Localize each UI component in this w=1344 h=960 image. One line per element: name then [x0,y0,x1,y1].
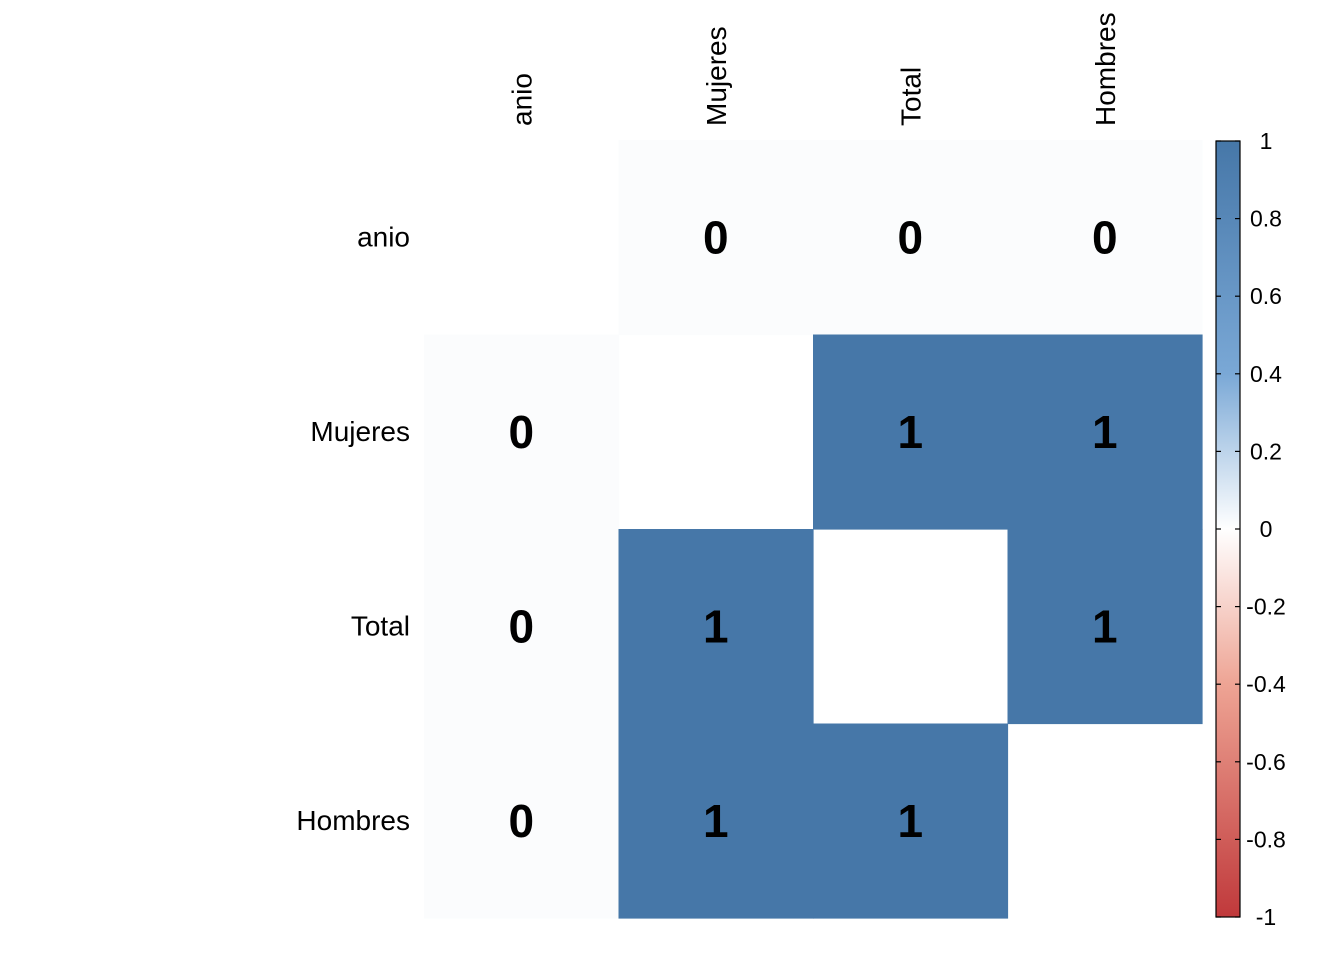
colorbar-tick-label: -1 [1256,904,1276,930]
column-label-anio: anio [506,73,537,126]
heatmap-cell-anio-Total [813,140,1009,336]
cell-value-anio-Total: 0 [897,211,923,263]
heatmap-cell-Total-anio [424,529,620,725]
column-label-Mujeres: Mujeres [701,26,732,126]
colorbar-tick-label: 0.2 [1250,438,1282,464]
colorbar-tick-label: -0.6 [1246,749,1286,775]
row-label-Hombres: Hombres [296,805,410,836]
heatmap-cell-anio-Mujeres [618,140,814,336]
heatmap-cell-values: 0 0 0 0 1 1 0 1 1 0 1 1 [508,211,1117,847]
colorbar-tick-label: -0.4 [1246,671,1286,697]
cell-value-Hombres-anio: 0 [508,795,534,847]
cell-value-Total-Mujeres: 1 [703,600,729,652]
heatmap-cell-Mujeres-Hombres [1007,334,1203,530]
heatmap-cell-Hombres-anio [424,723,620,919]
cell-value-anio-Mujeres: 0 [703,211,729,263]
cell-value-Mujeres-Hombres: 1 [1092,406,1118,458]
colorbar-tick-label: 0.8 [1250,206,1282,232]
heatmap-cell-Hombres-Total [813,723,1009,919]
cell-value-Mujeres-anio: 0 [508,406,534,458]
cell-value-Mujeres-Total: 1 [897,406,923,458]
heatmap-cells [424,140,1203,919]
colorbar-tick-label: -0.2 [1246,594,1286,620]
colorbar-tick-label: 0.4 [1250,361,1282,387]
heatmap-cell-Total-Mujeres [618,529,814,725]
heatmap-cell-anio-Hombres [1007,140,1203,336]
colorbar-tick-label: 1 [1260,128,1273,154]
row-labels: anio Mujeres Total Hombres [296,221,410,836]
row-label-anio: anio [357,221,410,252]
row-label-Mujeres: Mujeres [310,416,410,447]
column-labels: anio Mujeres Total Hombres [506,12,1121,126]
row-label-Total: Total [351,610,410,641]
cell-value-anio-Hombres: 0 [1092,211,1118,263]
heatmap-cell-Total-Hombres [1007,529,1203,725]
cell-value-Total-anio: 0 [508,600,534,652]
column-label-Hombres: Hombres [1090,12,1121,126]
colorbar: 1 0.8 0.6 0.4 0.2 0 -0.2 -0.4 -0.6 -0.8 -1 [1215,128,1286,930]
column-label-Total: Total [895,67,926,126]
colorbar-tick-label: -0.8 [1246,826,1286,852]
heatmap-cell-Mujeres-anio [424,334,620,530]
heatmap-cell-Mujeres-Total [813,334,1009,530]
heatmap-cell-Hombres-Mujeres [618,723,814,919]
cell-value-Hombres-Total: 1 [897,795,923,847]
colorbar-tick-label: 0 [1260,516,1273,542]
colorbar-tick-label: 0.6 [1250,283,1282,309]
cell-value-Total-Hombres: 1 [1092,600,1118,652]
cell-value-Hombres-Mujeres: 1 [703,795,729,847]
